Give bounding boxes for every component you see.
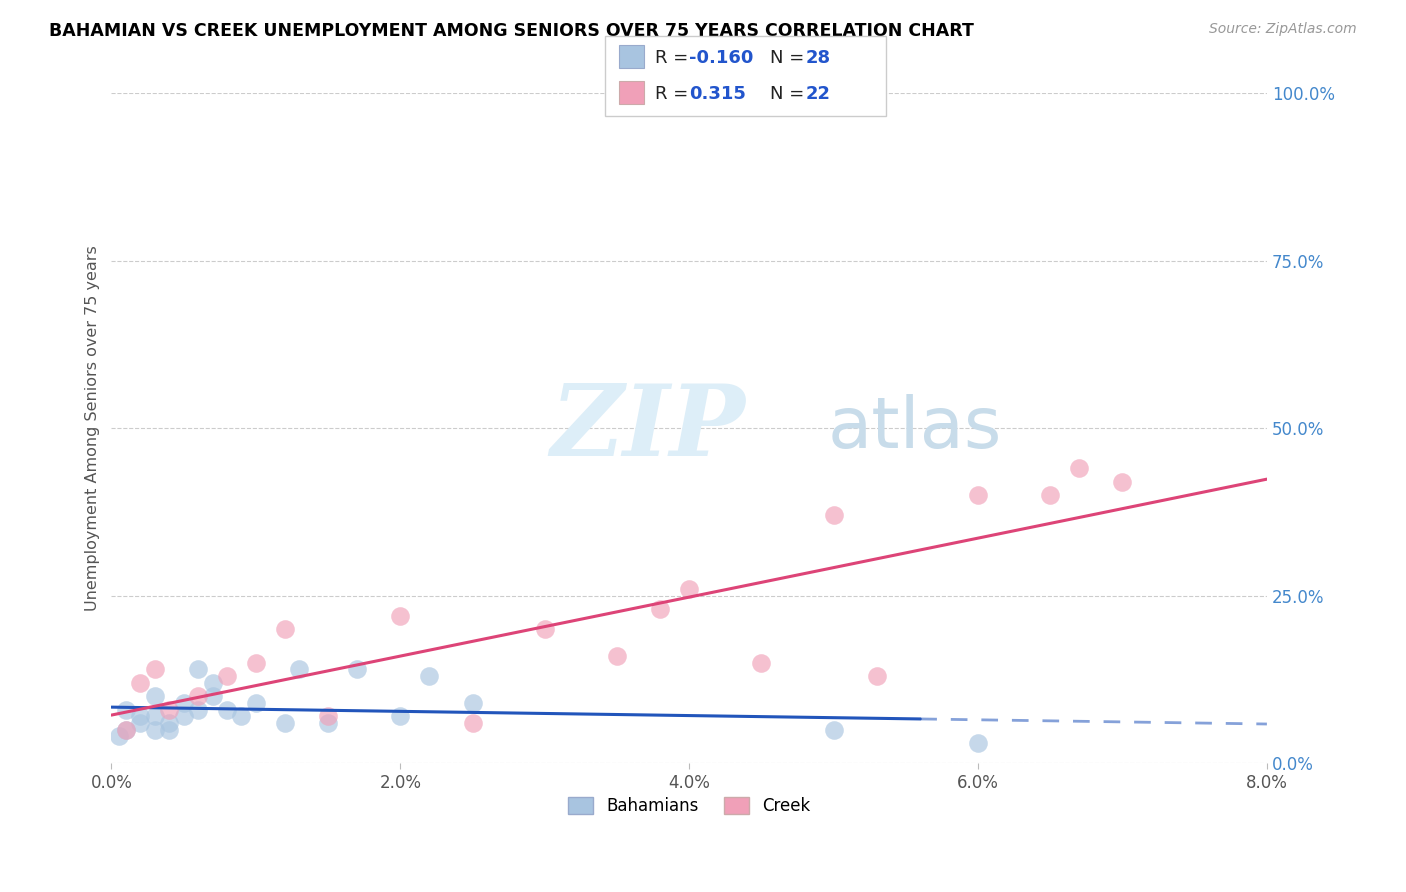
Point xyxy=(143,689,166,703)
Point xyxy=(201,689,224,703)
Point xyxy=(316,715,339,730)
Point xyxy=(461,715,484,730)
Point xyxy=(751,656,773,670)
Point xyxy=(461,696,484,710)
Point xyxy=(274,715,297,730)
Point xyxy=(1069,461,1091,475)
Point xyxy=(823,723,845,737)
Text: Source: ZipAtlas.com: Source: ZipAtlas.com xyxy=(1209,22,1357,37)
Text: 0.315: 0.315 xyxy=(689,86,745,103)
Point xyxy=(157,715,180,730)
Point xyxy=(129,715,152,730)
Point xyxy=(823,508,845,523)
Point xyxy=(1111,475,1133,489)
Point xyxy=(274,622,297,636)
Point xyxy=(346,662,368,676)
Point xyxy=(115,723,138,737)
Text: -0.160: -0.160 xyxy=(689,49,754,67)
Point xyxy=(173,696,195,710)
Point xyxy=(187,689,209,703)
Point xyxy=(418,669,440,683)
Legend: Bahamians, Creek: Bahamians, Creek xyxy=(561,790,817,822)
Point xyxy=(115,723,138,737)
Text: 28: 28 xyxy=(806,49,831,67)
Text: BAHAMIAN VS CREEK UNEMPLOYMENT AMONG SENIORS OVER 75 YEARS CORRELATION CHART: BAHAMIAN VS CREEK UNEMPLOYMENT AMONG SEN… xyxy=(49,22,974,40)
Point xyxy=(1039,488,1062,502)
Point xyxy=(245,696,267,710)
Point xyxy=(157,723,180,737)
Text: atlas: atlas xyxy=(828,393,1002,463)
Point xyxy=(215,702,238,716)
Point xyxy=(215,669,238,683)
Point xyxy=(650,602,672,616)
Point xyxy=(678,582,700,596)
Point xyxy=(606,648,628,663)
Y-axis label: Unemployment Among Seniors over 75 years: Unemployment Among Seniors over 75 years xyxy=(86,245,100,611)
Point xyxy=(143,662,166,676)
Text: 22: 22 xyxy=(806,86,831,103)
Point xyxy=(107,729,129,743)
Point xyxy=(231,709,253,723)
Point xyxy=(316,709,339,723)
Point xyxy=(866,669,889,683)
Point xyxy=(129,675,152,690)
Point xyxy=(245,656,267,670)
Point xyxy=(967,488,990,502)
Point xyxy=(967,736,990,750)
Point xyxy=(389,709,412,723)
Point xyxy=(143,723,166,737)
Point xyxy=(533,622,555,636)
Point xyxy=(143,709,166,723)
Text: ZIP: ZIP xyxy=(551,380,745,476)
Text: N =: N = xyxy=(770,49,810,67)
Point xyxy=(288,662,311,676)
Point xyxy=(201,675,224,690)
Text: R =: R = xyxy=(655,49,695,67)
Point xyxy=(173,709,195,723)
Point xyxy=(157,702,180,716)
Point xyxy=(115,702,138,716)
Text: N =: N = xyxy=(770,86,810,103)
Text: R =: R = xyxy=(655,86,700,103)
Point xyxy=(187,662,209,676)
Point xyxy=(389,608,412,623)
Point xyxy=(187,702,209,716)
Point xyxy=(129,709,152,723)
